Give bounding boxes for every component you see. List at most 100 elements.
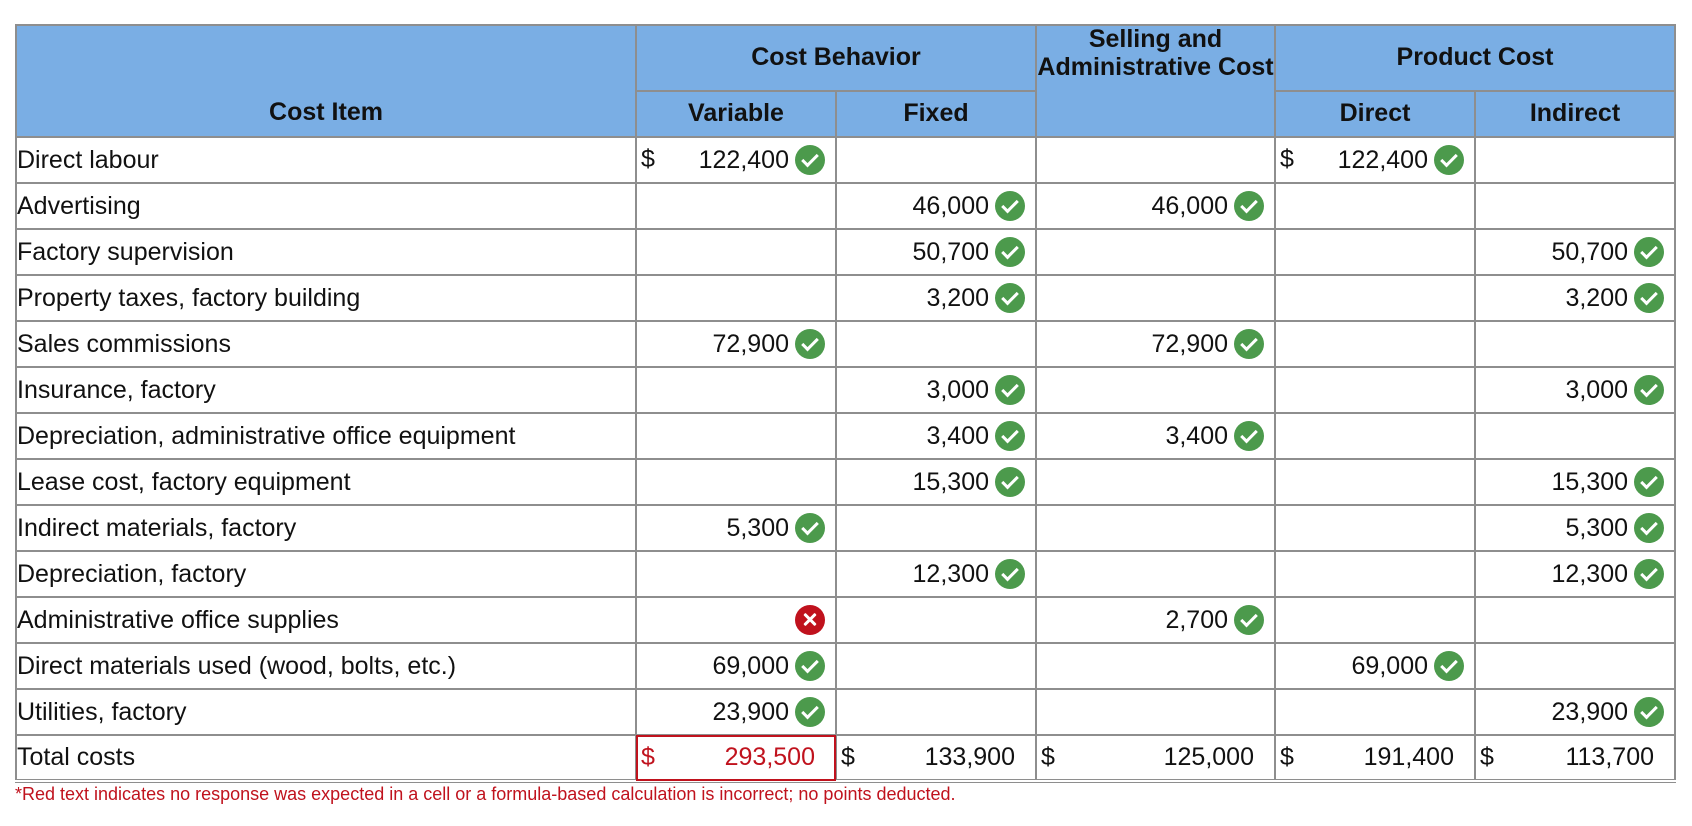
cell-value: 23,900 [712, 697, 789, 726]
cell-indirect[interactable]: 23,900 [1474, 688, 1676, 736]
cell-direct[interactable] [1274, 550, 1476, 598]
cell-direct[interactable] [1274, 688, 1476, 736]
correct-check-icon [1234, 329, 1264, 360]
table-row: Depreciation, factory 12,300 12,300 [15, 550, 1676, 598]
cell-variable[interactable] [635, 412, 837, 460]
cell-indirect[interactable] [1474, 642, 1676, 690]
cell-indirect[interactable] [1474, 412, 1676, 460]
total-fixed: $133,900 [835, 734, 1037, 783]
correct-check-icon [795, 329, 825, 360]
cell-direct[interactable]: 69,000 [1274, 642, 1476, 690]
cell-value: 3,400 [926, 421, 989, 450]
cell-direct[interactable] [1274, 320, 1476, 368]
cell-variable[interactable] [635, 228, 837, 276]
cell-fixed[interactable]: 3,400 [835, 412, 1037, 460]
cell-indirect[interactable]: 50,700 [1474, 228, 1676, 276]
cell-sa[interactable] [1035, 550, 1276, 598]
currency-symbol: $ [1480, 742, 1494, 771]
cell-value: 5,300 [1565, 513, 1628, 542]
cell-value: 15,300 [912, 467, 989, 496]
cell-direct[interactable] [1274, 504, 1476, 552]
cell-fixed[interactable] [835, 688, 1037, 736]
cell-indirect[interactable]: 5,300 [1474, 504, 1676, 552]
cell-value: 12,300 [912, 559, 989, 588]
cell-direct[interactable]: $122,400 [1274, 136, 1476, 184]
cell-value: 3,000 [1565, 375, 1628, 404]
cell-indirect[interactable] [1474, 320, 1676, 368]
cell-fixed[interactable]: 50,700 [835, 228, 1037, 276]
table-row: Lease cost, factory equipment 15,300 15,30… [15, 458, 1676, 506]
correct-check-icon [995, 375, 1025, 406]
cell-indirect[interactable] [1474, 596, 1676, 644]
header-cost-behavior: Cost Behavior [635, 24, 1037, 92]
cell-variable[interactable] [635, 550, 837, 598]
cell-variable[interactable]: $122,400 [635, 136, 837, 184]
cell-fixed[interactable]: 46,000 [835, 182, 1037, 230]
total-sa: $125,000 [1035, 734, 1276, 783]
cell-direct[interactable] [1274, 274, 1476, 322]
cell-indirect[interactable]: 3,000 [1474, 366, 1676, 414]
cost-item-label: Depreciation, administrative office equi… [15, 412, 637, 460]
cell-value: 12,300 [1551, 559, 1628, 588]
cell-fixed[interactable] [835, 136, 1037, 184]
cell-sa[interactable] [1035, 136, 1276, 184]
cell-variable[interactable]: 72,900 [635, 320, 837, 368]
cell-variable[interactable]: 5,300 [635, 504, 837, 552]
cell-direct[interactable] [1274, 366, 1476, 414]
cell-sa[interactable] [1035, 504, 1276, 552]
header-direct: Direct [1274, 90, 1476, 138]
cell-indirect[interactable]: 15,300 [1474, 458, 1676, 506]
cell-sa[interactable]: 3,400 [1035, 412, 1276, 460]
cost-classification-table: Cost Item Cost Behavior Selling and Admi… [15, 24, 1676, 783]
cell-value: 50,700 [1551, 237, 1628, 266]
cell-fixed[interactable] [835, 596, 1037, 644]
cell-fixed[interactable]: 3,000 [835, 366, 1037, 414]
cell-indirect[interactable]: 12,300 [1474, 550, 1676, 598]
cell-direct[interactable] [1274, 412, 1476, 460]
cell-fixed[interactable]: 3,200 [835, 274, 1037, 322]
cell-value: 15,300 [1551, 467, 1628, 496]
correct-check-icon [795, 697, 825, 728]
cell-variable[interactable]: 69,000 [635, 642, 837, 690]
cell-sa[interactable] [1035, 228, 1276, 276]
cell-sa[interactable] [1035, 642, 1276, 690]
cell-direct[interactable] [1274, 182, 1476, 230]
cell-direct[interactable] [1274, 596, 1476, 644]
correct-check-icon [1634, 375, 1664, 406]
correct-check-icon [795, 513, 825, 544]
cell-variable[interactable] [635, 596, 837, 644]
total-value: 191,400 [1363, 743, 1454, 772]
totals-row: Total costs $293,500 $133,900 $125,000 $191,… [15, 734, 1676, 783]
cost-item-label: Sales commissions [15, 320, 637, 368]
cell-value: 46,000 [1151, 191, 1228, 220]
cell-variable[interactable] [635, 182, 837, 230]
cell-sa[interactable] [1035, 366, 1276, 414]
table-row: Direct labour $122,400 $122,400 [15, 136, 1676, 184]
cell-value: 3,000 [926, 375, 989, 404]
cell-variable[interactable] [635, 458, 837, 506]
cell-indirect[interactable] [1474, 182, 1676, 230]
cell-direct[interactable] [1274, 458, 1476, 506]
cell-fixed[interactable]: 12,300 [835, 550, 1037, 598]
cell-sa[interactable] [1035, 688, 1276, 736]
correct-check-icon [1234, 191, 1264, 222]
correct-check-icon [1634, 513, 1664, 544]
cell-sa[interactable]: 46,000 [1035, 182, 1276, 230]
cost-item-label: Direct materials used (wood, bolts, etc.… [15, 642, 637, 690]
cell-fixed[interactable] [835, 320, 1037, 368]
cell-sa[interactable]: 2,700 [1035, 596, 1276, 644]
cell-sa[interactable] [1035, 274, 1276, 322]
cell-fixed[interactable]: 15,300 [835, 458, 1037, 506]
cell-variable[interactable]: 23,900 [635, 688, 837, 736]
cell-fixed[interactable] [835, 642, 1037, 690]
cell-sa[interactable] [1035, 458, 1276, 506]
cell-indirect[interactable] [1474, 136, 1676, 184]
cell-sa[interactable]: 72,900 [1035, 320, 1276, 368]
cell-variable[interactable] [635, 274, 837, 322]
cell-indirect[interactable]: 3,200 [1474, 274, 1676, 322]
cost-item-label: Lease cost, factory equipment [15, 458, 637, 506]
cell-direct[interactable] [1274, 228, 1476, 276]
cell-fixed[interactable] [835, 504, 1037, 552]
cell-value: 69,000 [712, 651, 789, 680]
cell-variable[interactable] [635, 366, 837, 414]
